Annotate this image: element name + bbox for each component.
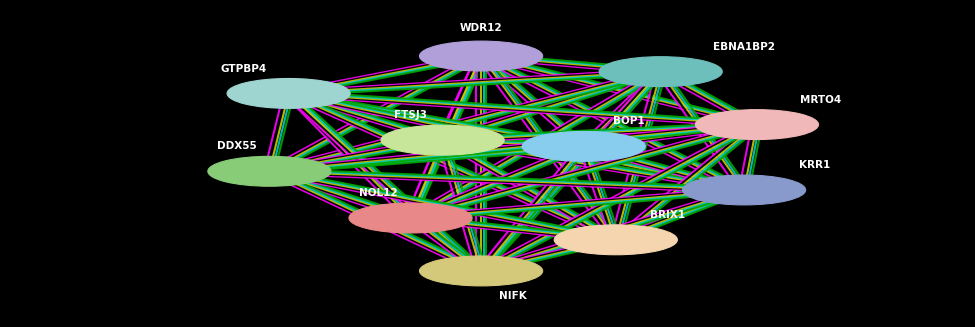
Circle shape [227,78,350,108]
Text: GTPBP4: GTPBP4 [220,63,267,74]
Circle shape [682,175,805,205]
Circle shape [695,110,818,140]
Text: MRTO4: MRTO4 [800,95,841,105]
Text: BRIX1: BRIX1 [649,210,684,220]
Text: NOL12: NOL12 [359,188,398,198]
Text: FTSJ3: FTSJ3 [394,110,427,120]
Circle shape [419,256,543,286]
Text: NIFK: NIFK [499,291,527,301]
Text: WDR12: WDR12 [460,23,502,33]
Text: DDX55: DDX55 [217,141,257,151]
Circle shape [419,41,543,71]
Circle shape [599,57,722,87]
Circle shape [523,131,645,161]
Circle shape [554,225,678,255]
Circle shape [381,125,504,155]
Circle shape [208,156,331,186]
Text: BOP1: BOP1 [613,116,644,127]
Text: EBNA1BP2: EBNA1BP2 [713,42,775,52]
Circle shape [349,203,472,233]
Text: KRR1: KRR1 [800,160,831,170]
